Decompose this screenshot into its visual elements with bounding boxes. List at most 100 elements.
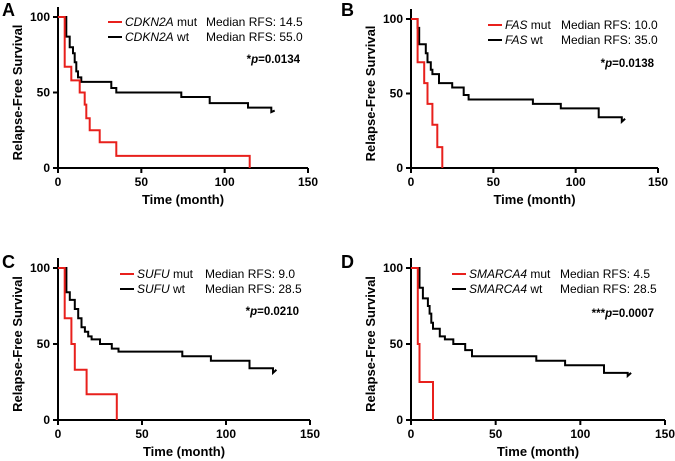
legend-group: mut (527, 18, 551, 32)
p-value-number: =0.0134 (258, 54, 300, 66)
legend-median: Median RFS: 28.5 (205, 282, 302, 296)
p-value-number: =0.0138 (612, 58, 654, 70)
p-value: ***p=0.0007 (592, 308, 654, 320)
panel-c: C 0 50 100 150 0 50 100 Time (month) Relapse-Free… (2, 252, 320, 459)
x-tick-label: 0 (408, 175, 415, 189)
y-tick-label: 100 (30, 10, 50, 24)
panel-label: A (2, 0, 15, 20)
y-tick-label: 0 (396, 161, 403, 175)
y-axis-label: Relapse-Free Survival (10, 25, 25, 161)
legend-median: Median RFS: 14.5 (206, 15, 303, 29)
x-tick-label: 50 (489, 427, 503, 441)
legend-gene: CDKN2A (125, 15, 174, 29)
legend-median: Median RFS: 4.5 (560, 267, 650, 281)
x-tick-label: 100 (566, 175, 586, 189)
y-tick-label: 0 (396, 413, 403, 427)
legend-gene: CDKN2A (125, 30, 174, 44)
x-axis-label: Time (month) (497, 444, 579, 459)
legend-label: FAS mut (505, 18, 551, 32)
y-axis-label: Relapse-Free Survival (363, 276, 378, 412)
x-tick-label: 0 (55, 427, 62, 441)
x-tick-label: 150 (648, 175, 668, 189)
x-tick-label: 100 (570, 427, 590, 441)
y-tick-label: 100 (383, 12, 403, 26)
y-tick-label: 100 (383, 261, 403, 275)
p-value-number: =0.0007 (612, 308, 654, 320)
p-value-stars: * (601, 58, 606, 70)
x-axis-label: Time (month) (142, 192, 224, 207)
legend-label: CDKN2A wt (125, 30, 190, 44)
legend-median: Median RFS: 35.0 (561, 33, 658, 47)
p-value-symbol: p (604, 58, 612, 70)
legend-label: SUFU wt (137, 282, 186, 296)
legend-group: wt (527, 282, 543, 296)
y-tick-label: 50 (390, 87, 404, 101)
p-value-symbol: p (249, 306, 257, 318)
legend-group: wt (527, 33, 543, 47)
p-value: *p=0.0210 (246, 306, 299, 318)
x-tick-label: 50 (135, 427, 149, 441)
legend-group: wt (174, 30, 190, 44)
x-axis-label: Time (month) (143, 444, 225, 459)
p-value: *p=0.0138 (601, 58, 655, 70)
legend-group: mut (170, 267, 194, 281)
km-curve-wt (58, 16, 276, 114)
x-tick-label: 0 (408, 427, 415, 441)
legend-gene: SMARCA4 (469, 267, 527, 281)
x-tick-label: 50 (135, 175, 149, 189)
legend-label: SUFU mut (137, 267, 194, 281)
x-tick-label: 100 (215, 175, 235, 189)
x-tick-label: 150 (300, 427, 320, 441)
panel-d: D 0 50 100 150 0 50 100 Time (month) Relapse-Free… (341, 252, 675, 459)
x-tick-label: 150 (655, 427, 675, 441)
km-curve-wt (411, 18, 626, 125)
legend-median: Median RFS: 55.0 (206, 30, 303, 44)
y-tick-label: 50 (390, 337, 404, 351)
legend-label: FAS wt (505, 33, 543, 47)
y-tick-label: 50 (37, 337, 51, 351)
p-value-number: =0.0210 (257, 306, 299, 318)
km-curve-mut (58, 267, 118, 420)
km-curve-mut (411, 18, 444, 168)
panel-label: D (341, 252, 354, 272)
legend-median: Median RFS: 10.0 (561, 18, 658, 32)
y-tick-label: 0 (43, 413, 50, 427)
legend-gene: SMARCA4 (469, 282, 527, 296)
x-tick-label: 0 (55, 175, 62, 189)
panel-label: B (341, 0, 354, 20)
y-tick-label: 0 (43, 161, 50, 175)
legend-group: mut (527, 267, 551, 281)
legend-label: CDKN2A mut (125, 15, 198, 29)
legend-group: mut (174, 15, 198, 29)
p-value-symbol: p (250, 54, 258, 66)
p-value-stars: *** (592, 308, 606, 320)
legend-label: SMARCA4 mut (469, 267, 551, 281)
legend-gene: FAS (505, 18, 527, 32)
p-value-stars: * (246, 306, 251, 318)
panel-b: B 0 50 100 150 0 50 100 Time (month) Relapse-Free… (341, 0, 668, 207)
y-tick-label: 50 (37, 86, 51, 100)
p-value-stars: * (247, 54, 252, 66)
legend-median: Median RFS: 9.0 (205, 267, 295, 281)
legend-gene: SUFU (137, 267, 170, 281)
x-axis-label: Time (month) (493, 192, 575, 207)
y-axis-label: Relapse-Free Survival (363, 26, 378, 162)
panel-label: C (2, 252, 15, 272)
legend-gene: SUFU (137, 282, 170, 296)
legend-gene: FAS (505, 33, 527, 47)
x-tick-label: 150 (298, 175, 318, 189)
legend-median: Median RFS: 28.5 (560, 282, 657, 296)
km-curve-mut (58, 16, 251, 168)
p-value: *p=0.0134 (247, 54, 301, 66)
legend-label: SMARCA4 wt (469, 282, 543, 296)
legend-group: wt (170, 282, 186, 296)
y-axis-label: Relapse-Free Survival (10, 276, 25, 412)
km-curve-wt (58, 267, 278, 376)
km-curve-mut (411, 267, 434, 420)
x-tick-label: 50 (487, 175, 501, 189)
km-curve-wt (411, 267, 632, 379)
panel-a: A 0 50 100 150 0 50 100 Time (month) Relapse-Free… (2, 0, 318, 207)
p-value-symbol: p (604, 308, 612, 320)
y-tick-label: 100 (30, 261, 50, 275)
